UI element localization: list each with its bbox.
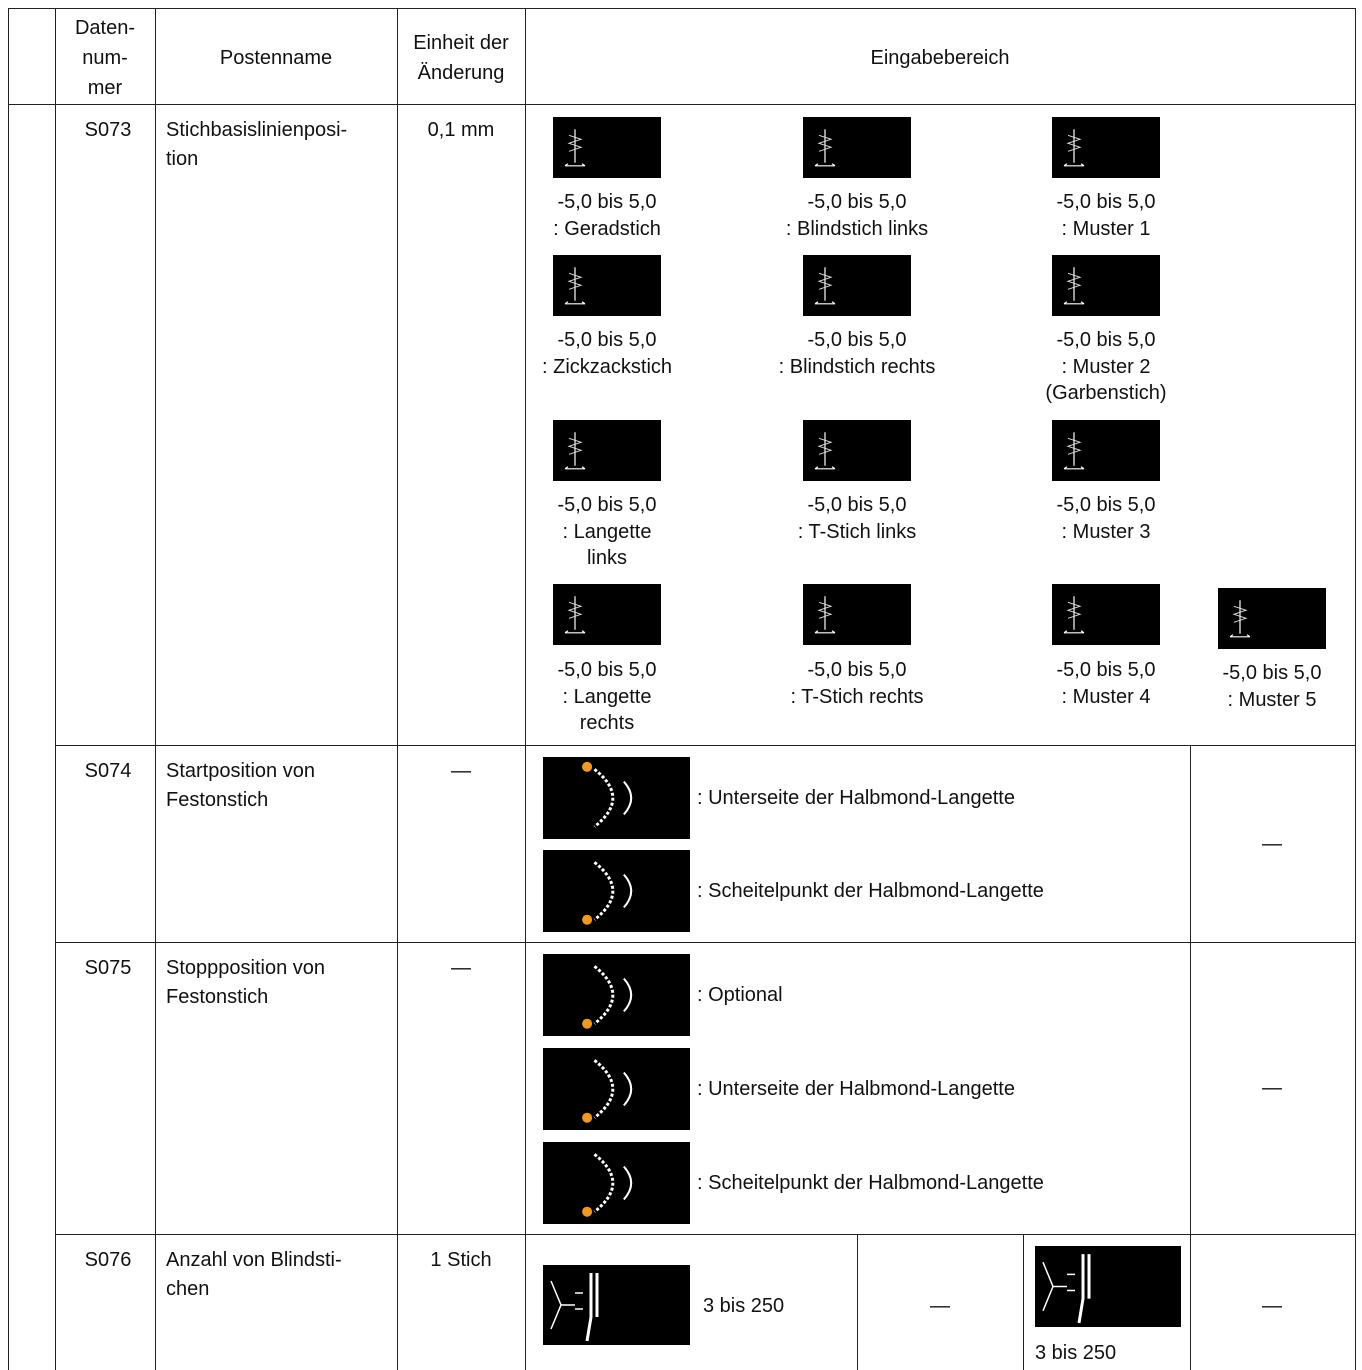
table-border — [525, 8, 526, 1370]
option-label: : Muster 4 — [1061, 685, 1151, 708]
data-number: S074 — [84, 760, 132, 782]
range-text: -5,0 bis 5,0 — [807, 329, 907, 351]
empty-cell: — — [1262, 1295, 1282, 1317]
range-text: -5,0 bis 5,0 — [557, 329, 657, 351]
option-label: : Blindstich links — [785, 217, 929, 240]
table-border — [55, 942, 1356, 943]
table-border — [55, 745, 1356, 746]
stitch-icon — [543, 1048, 690, 1130]
table-border — [1355, 8, 1356, 1370]
stitch-icon — [553, 420, 661, 481]
stitch-icon — [803, 255, 911, 316]
option-label: : Optional — [697, 984, 783, 1006]
stitch-icon — [553, 584, 661, 645]
data-number: S073 — [84, 119, 132, 141]
range-text: -5,0 bis 5,0 — [1222, 662, 1322, 684]
option-label: : Langette — [562, 520, 652, 543]
range-text: -5,0 bis 5,0 — [1056, 494, 1156, 516]
option-label: rechts — [579, 712, 635, 734]
option-label: links — [586, 547, 628, 569]
range-text: -5,0 bis 5,0 — [1056, 329, 1156, 351]
unit-cell: 0,1 mm — [427, 119, 495, 141]
range-text: -5,0 bis 5,0 — [807, 494, 907, 516]
option-label: : T-Stich rechts — [790, 685, 924, 708]
unit-cell: — — [451, 957, 471, 979]
stitch-icon — [1052, 584, 1160, 645]
unit-cell: — — [451, 760, 471, 782]
option-label: : Muster 3 — [1061, 520, 1151, 543]
empty-cell: — — [1262, 832, 1282, 855]
item-name: tion — [166, 148, 199, 170]
range-text: -5,0 bis 5,0 — [557, 191, 657, 213]
item-name: Startposition von — [166, 760, 315, 782]
stitch-icon — [1052, 255, 1160, 316]
range-text: -5,0 bis 5,0 — [557, 494, 657, 516]
table-border — [55, 8, 56, 1370]
header-cell: Änderung — [417, 62, 505, 84]
stitch-icon — [1218, 588, 1326, 649]
stitch-icon — [803, 117, 911, 178]
header-cell: num- — [82, 47, 128, 69]
empty-cell: — — [1262, 1077, 1282, 1099]
range-text: -5,0 bis 5,0 — [1056, 191, 1156, 213]
stitch-icon — [1035, 1246, 1181, 1327]
range-text: 3 bis 250 — [703, 1295, 785, 1317]
option-label: : Muster 5 — [1227, 688, 1317, 711]
data-number: S075 — [84, 957, 132, 979]
stitch-icon — [543, 1142, 690, 1224]
range-text: -5,0 bis 5,0 — [807, 191, 907, 213]
stitch-icon — [1052, 420, 1160, 481]
stitch-icon — [553, 117, 661, 178]
item-name: Festonstich — [166, 986, 269, 1008]
table-border — [155, 8, 156, 1370]
option-label: : Unterseite der Halbmond-Langette — [697, 1078, 1015, 1100]
unit-cell: 1 Stich — [430, 1249, 492, 1271]
option-label: : Scheitelpunkt der Halbmond-Langette — [697, 1172, 1044, 1194]
table-border — [857, 1234, 858, 1370]
table-border — [8, 8, 9, 1370]
table-border — [1023, 1234, 1024, 1370]
table-border — [8, 104, 1356, 105]
header-cell: Postenname — [219, 47, 333, 69]
option-label: (Garbenstich) — [1045, 382, 1167, 404]
option-label: : Blindstich rechts — [778, 355, 936, 378]
range-text: -5,0 bis 5,0 — [557, 659, 657, 681]
stitch-icon — [543, 1265, 690, 1345]
table-border — [55, 1234, 1356, 1235]
option-label: : Geradstich — [553, 217, 661, 240]
stitch-icon — [543, 954, 690, 1036]
item-name: Stoppposition von — [166, 957, 326, 979]
option-label: : Zickzackstich — [541, 355, 673, 378]
option-label: : Muster 2 — [1061, 355, 1151, 378]
stitch-icon — [803, 420, 911, 481]
table-border — [397, 8, 398, 1370]
range-text: -5,0 bis 5,0 — [807, 659, 907, 681]
option-label: : Unterseite der Halbmond-Langette — [697, 787, 1015, 809]
stitch-icon — [543, 757, 690, 839]
range-text: -5,0 bis 5,0 — [1056, 659, 1156, 681]
stitch-icon — [543, 850, 690, 932]
item-name: chen — [166, 1278, 210, 1300]
option-label: : Scheitelpunkt der Halbmond-Langette — [697, 880, 1044, 902]
data-number: S076 — [84, 1249, 132, 1271]
header-cell: Einheit der — [413, 32, 509, 54]
header-cell: Eingabebereich — [870, 47, 1010, 69]
header-cell: mer — [87, 77, 123, 99]
table-border — [1190, 745, 1191, 1370]
option-label: : T-Stich links — [797, 520, 917, 543]
item-name: Stichbasislinienposi- — [166, 119, 348, 141]
header-cell: Daten- — [74, 17, 136, 39]
stitch-icon — [1052, 117, 1160, 178]
item-name: Festonstich — [166, 789, 269, 811]
option-label: : Muster 1 — [1061, 217, 1151, 240]
table-border — [8, 8, 1356, 9]
option-label: : Langette — [562, 685, 652, 708]
stitch-icon — [553, 255, 661, 316]
empty-cell: — — [930, 1295, 950, 1317]
range-text: 3 bis 250 — [1035, 1342, 1117, 1364]
item-name: Anzahl von Blindsti- — [166, 1249, 342, 1271]
stitch-icon — [803, 584, 911, 645]
